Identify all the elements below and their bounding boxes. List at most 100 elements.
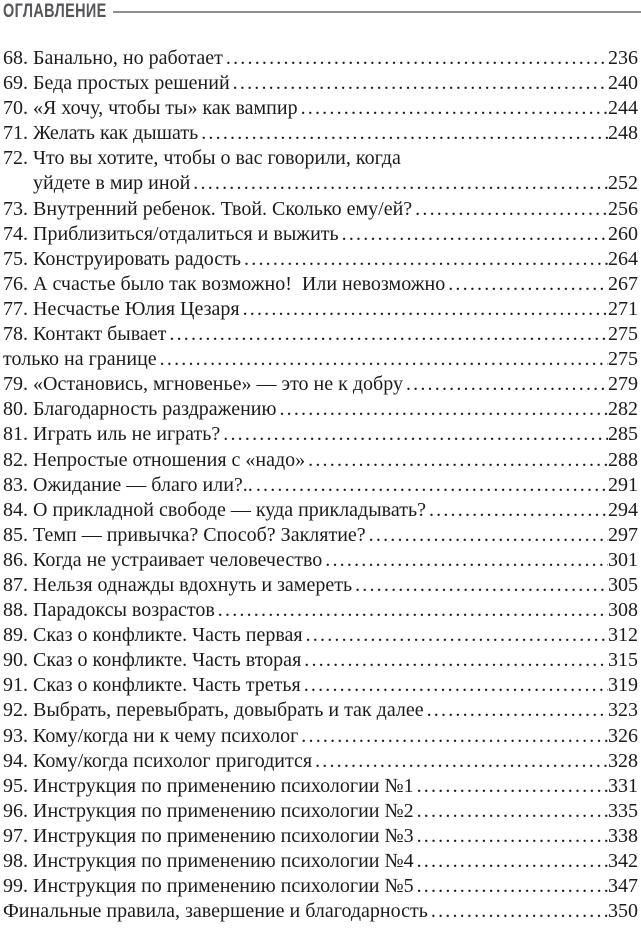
toc-entry-number: 85.	[3, 523, 28, 546]
toc-entry[interactable]: 74. Приблизиться/отдалиться и выжить 260	[3, 222, 638, 247]
toc-entry[interactable]: 95. Инструкция по применению психологии …	[3, 774, 638, 799]
toc-entry[interactable]: только на границе 275	[3, 347, 638, 372]
toc-entry-page: 350	[608, 900, 638, 923]
toc-entry-page: 260	[608, 222, 638, 245]
toc-entry-page: 312	[608, 624, 638, 647]
toc-entry[interactable]: 69. Беда простых решений 240	[3, 71, 638, 96]
toc-entry[interactable]: 79. «Остановись, мгновенье» — это не к д…	[3, 372, 638, 397]
toc-entry[interactable]: 70. «Я хочу, чтобы ты» как вампир 244	[3, 96, 638, 121]
toc-entry-title: уйдете в мир иной	[33, 172, 191, 195]
dot-leader	[448, 272, 608, 297]
toc-entry[interactable]: 96. Инструкция по применению психологии …	[3, 799, 638, 824]
toc-entry[interactable]: 77. Несчастье Юлия Цезаря 271	[3, 297, 638, 322]
toc-entry-page: 236	[608, 47, 638, 69]
toc-entry[interactable]: 78. Контакт бывает 275	[3, 322, 638, 347]
dot-leader	[244, 247, 608, 272]
page-title: ОГЛАВЛЕНИЕ	[3, 1, 107, 22]
toc-entry[interactable]: уйдете в мир иной 252	[3, 171, 638, 196]
toc-entry[interactable]: 88. Парадоксы возрастов 308	[3, 598, 638, 623]
toc-entry[interactable]: 68. Банально, но работает 236	[3, 46, 638, 71]
toc-entry[interactable]: Финальные правила, завершение и благодар…	[3, 899, 638, 924]
toc-entry-page: 267	[608, 272, 638, 295]
toc-entry-title: А счастье было так возможно! Или невозмо…	[33, 272, 446, 295]
toc-entry-page: 285	[608, 423, 638, 446]
toc-entry-number: 74.	[3, 222, 28, 245]
toc-entry-number: 98.	[3, 850, 28, 872]
toc-entry-page: 338	[608, 824, 638, 847]
toc-entry[interactable]: 81. Играть иль не играть? 285	[3, 422, 638, 447]
toc-entry[interactable]: 93. Кому/когда ни к чему психолог 326	[3, 724, 638, 749]
toc-entry-title: «Остановись, мгновенье» — это не к добру	[33, 373, 403, 396]
dot-leader	[304, 648, 608, 673]
toc-entry[interactable]: 71. Желать как дышать 248	[3, 121, 638, 146]
toc-entry-title: Выбрать, перевыбрать, довыбрать и так да…	[33, 699, 424, 722]
toc-entry-page: 319	[608, 674, 638, 697]
toc-entry-page: 271	[608, 297, 638, 320]
toc-entry-page: 308	[608, 599, 638, 622]
toc-entry[interactable]: 90. Сказ о конфликте. Часть вторая 315	[3, 648, 638, 673]
toc-entry[interactable]: 89. Сказ о конфликте. Часть первая 312	[3, 623, 638, 648]
toc-entry-title: Финальные правила, завершение и благодар…	[3, 900, 428, 923]
toc-entry-page: 331	[608, 774, 638, 797]
toc-entry-page: 326	[608, 724, 638, 747]
toc-entry-page: 244	[608, 97, 638, 120]
toc-entry-title: Инструкция по применению психологии №1	[33, 774, 414, 797]
toc-entry-number: 77.	[3, 297, 28, 320]
toc-entry[interactable]: 72. Что вы хотите, чтобы о вас говорили,…	[3, 146, 638, 171]
toc-entry-page: 275	[608, 348, 638, 371]
toc-entry-title: Инструкция по применению психологии №2	[33, 799, 414, 822]
toc-entry[interactable]: 83. Ожидание — благо или?.. 291	[3, 473, 638, 498]
toc-entry-number: 86.	[3, 548, 28, 571]
toc-entry-number: 72.	[3, 147, 28, 170]
toc-entry-title: Конструировать радость	[33, 247, 242, 270]
dot-leader	[325, 548, 608, 573]
toc-entry-page: 282	[608, 398, 638, 421]
dot-leader	[301, 724, 608, 749]
toc-entry-title: Сказ о конфликте. Часть первая	[33, 624, 303, 647]
toc-entry-page: 294	[608, 498, 638, 521]
toc-entry[interactable]: 94. Кому/когда психолог пригодится 328	[3, 749, 638, 774]
toc-entry[interactable]: 85. Темп — привычка? Способ? Заклятие? 2…	[3, 523, 638, 548]
toc-entry[interactable]: 82. Непростые отношения с «надо» 288	[3, 448, 638, 473]
toc-entry[interactable]: 80. Благодарность раздражению 282	[3, 397, 638, 422]
toc-entry[interactable]: 97. Инструкция по применению психологии …	[3, 824, 638, 849]
toc-entry-title: Инструкция по применению психологии №5	[33, 875, 414, 898]
toc-entry-number: 95.	[3, 774, 28, 797]
toc-entry[interactable]: 99. Инструкция по применению психологии …	[3, 874, 638, 899]
toc-entry-page: 291	[608, 473, 638, 496]
toc-entry[interactable]: 76. А счастье было так возможно! Или нев…	[3, 272, 638, 297]
toc-entry-page: 342	[608, 850, 638, 872]
dot-leader	[169, 322, 608, 347]
toc-entry-page: 301	[608, 548, 638, 571]
dot-leader	[431, 899, 608, 924]
toc-entry-number: 90.	[3, 649, 28, 672]
toc-entry-title: Ожидание — благо или?..	[33, 473, 253, 496]
toc-entry[interactable]: 92. Выбрать, перевыбрать, довыбрать и та…	[3, 698, 638, 723]
toc-entry[interactable]: 86. Когда не устраивает человечество 301	[3, 548, 638, 573]
dot-leader	[226, 46, 608, 71]
toc-entry[interactable]: 98. Инструкция по применению психологии …	[3, 849, 638, 874]
toc-entry-number: 76.	[3, 272, 28, 295]
dot-leader	[342, 222, 608, 247]
toc-entry-title: Кому/когда психолог пригодится	[33, 749, 313, 772]
dot-leader	[308, 448, 608, 473]
toc-entry[interactable]: 84. О прикладной свободе — куда приклады…	[3, 498, 638, 523]
dot-leader	[279, 397, 608, 422]
toc-entry-title: Контакт бывает	[33, 323, 167, 346]
dot-leader	[315, 749, 608, 774]
toc-entry-page: 315	[608, 649, 638, 672]
toc-entry-number: 83.	[3, 473, 28, 496]
toc-entry-number: 79.	[3, 373, 28, 396]
toc-entry-number: 84.	[3, 498, 28, 521]
toc-entry-number: 78.	[3, 323, 28, 346]
toc-entry[interactable]: 73. Внутренний ребенок. Твой. Сколько ем…	[3, 197, 638, 222]
toc-entry[interactable]: 87. Нельзя однажды вдохнуть и замереть 3…	[3, 573, 638, 598]
toc-entry-number: 99.	[3, 875, 28, 898]
toc-entry[interactable]: 75. Конструировать радость 264	[3, 247, 638, 272]
toc-entry-page: 347	[608, 875, 638, 898]
toc-entry[interactable]: 91. Сказ о конфликте. Часть третья 319	[3, 673, 638, 698]
dot-leader	[369, 523, 608, 548]
toc-entry-title: Темп — привычка? Способ? Заклятие?	[33, 523, 366, 546]
toc-entry-title: Банально, но работает	[33, 47, 223, 69]
header-rule-line	[113, 11, 641, 13]
